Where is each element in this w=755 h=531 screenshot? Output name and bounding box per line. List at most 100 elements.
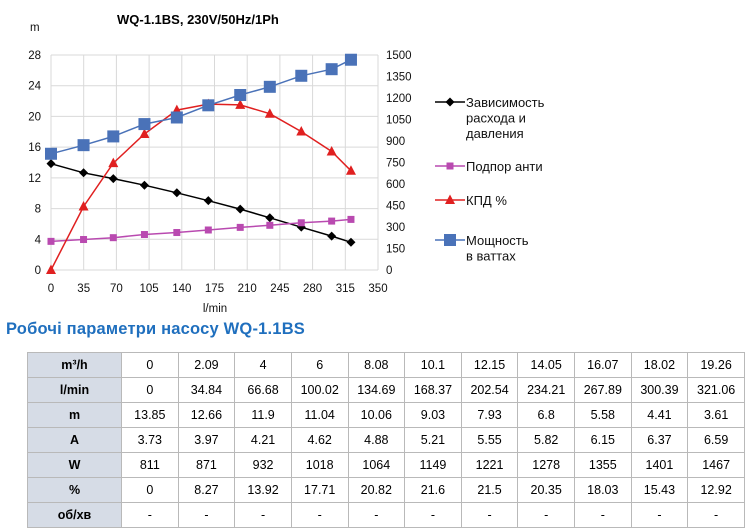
data-point [325, 63, 338, 76]
data-point [46, 264, 56, 274]
row-header: l/min [27, 377, 122, 403]
legend-label: Мощность [466, 233, 529, 248]
x-tick-label: 70 [110, 283, 123, 295]
table-cell: 8.08 [347, 352, 406, 378]
table-row: m 13.85 12.66 11.9 11.04 10.06 9.03 7.93 6.8 5.58… [27, 402, 745, 428]
data-point [235, 99, 246, 109]
table-cell: - [687, 502, 745, 528]
data-point [347, 215, 355, 223]
y-right-tick-label: 150 [386, 244, 405, 256]
pump-performance-chart: m WQ-1.1BS, 230V/50Hz/1Ph l/min 0 35 70 105… [28, 12, 545, 315]
data-point [47, 237, 55, 245]
y-right-tick-label: 900 [386, 136, 405, 148]
plot-series [45, 53, 357, 274]
x-tick-label: 0 [48, 283, 54, 295]
data-point [203, 196, 213, 206]
row-header: m [27, 402, 122, 428]
table-cell: 12.66 [177, 402, 236, 428]
table-cell: 4.88 [347, 427, 406, 453]
table-cell: - [177, 502, 236, 528]
table-cell: 811 [121, 452, 179, 478]
table-cell: 202.54 [460, 377, 519, 403]
table-cell: 5.58 [574, 402, 632, 428]
table-cell: 15.43 [630, 477, 689, 503]
y-left-tick-label: 8 [35, 204, 41, 216]
y-left-tick-label: 4 [35, 234, 42, 246]
table-cell: 18.03 [574, 477, 632, 503]
data-point [345, 165, 356, 175]
table-cell: 6.8 [517, 402, 575, 428]
data-point [295, 69, 308, 82]
table-cell: 6.59 [687, 427, 745, 453]
table-cell: 0 [121, 477, 179, 503]
table-cell: 3.73 [121, 427, 179, 453]
x-tick-label: 210 [238, 283, 257, 295]
table-cell: 10.06 [347, 402, 406, 428]
y-left-tick-label: 24 [28, 81, 41, 93]
table-cell: - [517, 502, 575, 528]
row-header: A [27, 427, 122, 453]
table-cell: 18.02 [630, 352, 689, 378]
table-row: об/хв - - - - - - - - - - - [27, 502, 745, 528]
legend-item-2: Подпор анти [435, 159, 543, 174]
data-point [79, 168, 89, 178]
data-point [327, 231, 337, 241]
data-point [263, 80, 276, 93]
table-cell: 6 [290, 352, 349, 378]
data-point [170, 111, 183, 124]
data-point [108, 174, 118, 184]
y-left-tick-label: 20 [28, 111, 41, 123]
x-tick-label: 245 [270, 283, 289, 295]
data-point [138, 118, 151, 131]
table-cell: 7.93 [460, 402, 519, 428]
legend-label: расхода и [466, 111, 526, 126]
parameters-table: m³/h 0 2.09 4 6 8.08 10.1 12.15 14.05 16.07 18.02 1… [27, 352, 745, 528]
row-header: % [27, 477, 122, 503]
series-1 [46, 159, 356, 247]
table-cell: 4.41 [630, 402, 689, 428]
table-cell: 1355 [574, 452, 632, 478]
x-tick-label: 140 [172, 283, 191, 295]
data-point [107, 130, 120, 143]
legend-label: Подпор анти [466, 159, 543, 174]
table-cell: - [630, 502, 689, 528]
y-right-tick-label: 450 [386, 201, 405, 213]
table-cell: 1064 [347, 452, 406, 478]
legend-label: Зависимость [466, 95, 545, 110]
series-line [50, 218, 352, 243]
table-cell: 871 [177, 452, 236, 478]
data-point [80, 236, 88, 244]
data-point [109, 234, 117, 242]
table-cell: 168.37 [404, 377, 462, 403]
y-left-tick-label: 0 [35, 265, 41, 277]
x-axis-label: l/min [203, 303, 227, 315]
chart-title: WQ-1.1BS, 230V/50Hz/1Ph [117, 12, 279, 27]
table-cell: 19.26 [687, 352, 745, 378]
data-point [46, 159, 56, 169]
y-right-tick-label: 1050 [386, 115, 412, 127]
legend-label: в ваттах [466, 249, 516, 264]
table-row: l/min 0 34.84 66.68 100.02 134.69 168.37 202.54… [27, 377, 745, 403]
table-cell: 4.21 [234, 427, 292, 453]
x-tick-label: 105 [140, 283, 159, 295]
data-point [234, 88, 247, 101]
table-cell: 9.03 [404, 402, 462, 428]
table-row: W 811 871 932 1018 1064 1149 1221 1278 1355 1401 14… [27, 452, 745, 478]
table-cell: 1467 [687, 452, 745, 478]
y-left-tick-label: 16 [28, 142, 41, 154]
x-tick-label: 315 [336, 283, 355, 295]
table-cell: 34.84 [177, 377, 236, 403]
y-right-tick-label: 600 [386, 179, 405, 191]
x-tick-label: 280 [303, 283, 322, 295]
table-cell: 321.06 [687, 377, 745, 403]
table-cell: 134.69 [347, 377, 406, 403]
x-tick-label: 35 [77, 283, 90, 295]
table-row: A 3.73 3.97 4.21 4.62 4.88 5.21 5.55 5.82 6.15 6.3… [27, 427, 745, 453]
table-row: m³/h 0 2.09 4 6 8.08 10.1 12.15 14.05 16.07 18.02 1… [27, 352, 745, 378]
table-cell: 11.9 [234, 402, 292, 428]
data-point [173, 229, 181, 237]
data-point [172, 188, 182, 198]
table-cell: - [121, 502, 179, 528]
table-cell: 300.39 [630, 377, 689, 403]
